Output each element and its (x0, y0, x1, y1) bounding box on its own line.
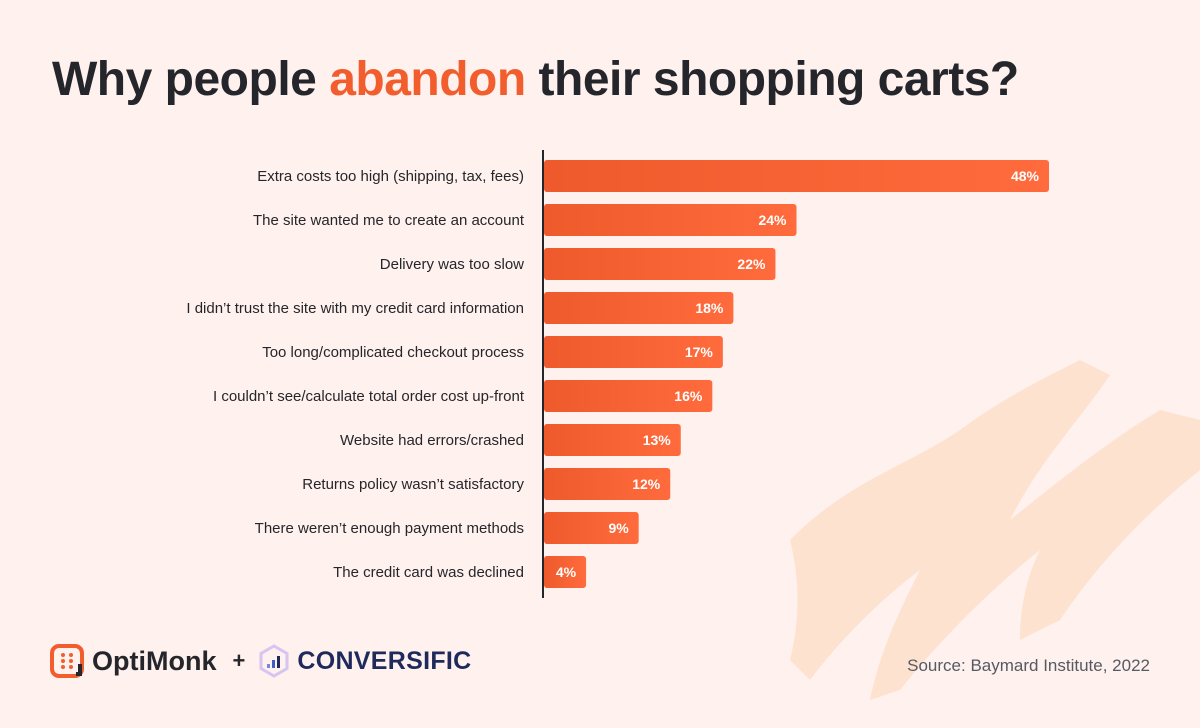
value-label: 17% (685, 344, 714, 360)
conversific-logo-text: CONVERSIFIC (297, 646, 472, 675)
value-label: 13% (643, 432, 672, 448)
bar (544, 292, 734, 324)
category-label: Website had errors/crashed (340, 432, 524, 449)
category-label: There weren’t enough payment methods (255, 520, 524, 537)
conversific-logo-icon (259, 644, 289, 678)
value-label: 48% (1011, 168, 1040, 184)
partner-logos: OptiMonk + CONVERSIFIC (50, 644, 472, 678)
value-label: 16% (674, 388, 703, 404)
bar (544, 248, 776, 280)
bar (544, 204, 797, 236)
bar (544, 556, 587, 588)
page-title: Why people abandon their shopping carts? (52, 52, 1019, 107)
value-label: 12% (632, 476, 661, 492)
category-label: I didn’t trust the site with my credit c… (186, 300, 524, 317)
bar (544, 468, 671, 500)
category-label: Delivery was too slow (380, 256, 524, 273)
source-note: Source: Baymard Institute, 2022 (907, 656, 1150, 675)
category-label: Returns policy wasn’t satisfactory (302, 476, 524, 493)
category-label: I couldn’t see/calculate total order cos… (213, 388, 525, 405)
title-highlight: abandon (329, 53, 526, 106)
bar (544, 160, 1049, 192)
category-label: The site wanted me to create an account (253, 212, 525, 229)
value-label: 22% (737, 256, 766, 272)
bar (544, 380, 713, 412)
value-label: 24% (758, 212, 787, 228)
title-text-end: their shopping carts? (525, 53, 1020, 106)
value-label: 18% (695, 300, 724, 316)
plus-sign: + (232, 648, 246, 673)
optimonk-logo-icon (50, 644, 84, 678)
optimonk-logo-text: OptiMonk (92, 645, 217, 676)
category-label: The credit card was declined (333, 564, 524, 581)
category-label: Too long/complicated checkout process (262, 344, 524, 361)
title-text: Why people (52, 53, 330, 106)
bar (544, 424, 681, 456)
value-label: 4% (556, 564, 577, 580)
value-label: 9% (608, 520, 629, 536)
bar (544, 512, 639, 544)
bar (544, 336, 723, 368)
category-label: Extra costs too high (shipping, tax, fee… (257, 168, 524, 185)
